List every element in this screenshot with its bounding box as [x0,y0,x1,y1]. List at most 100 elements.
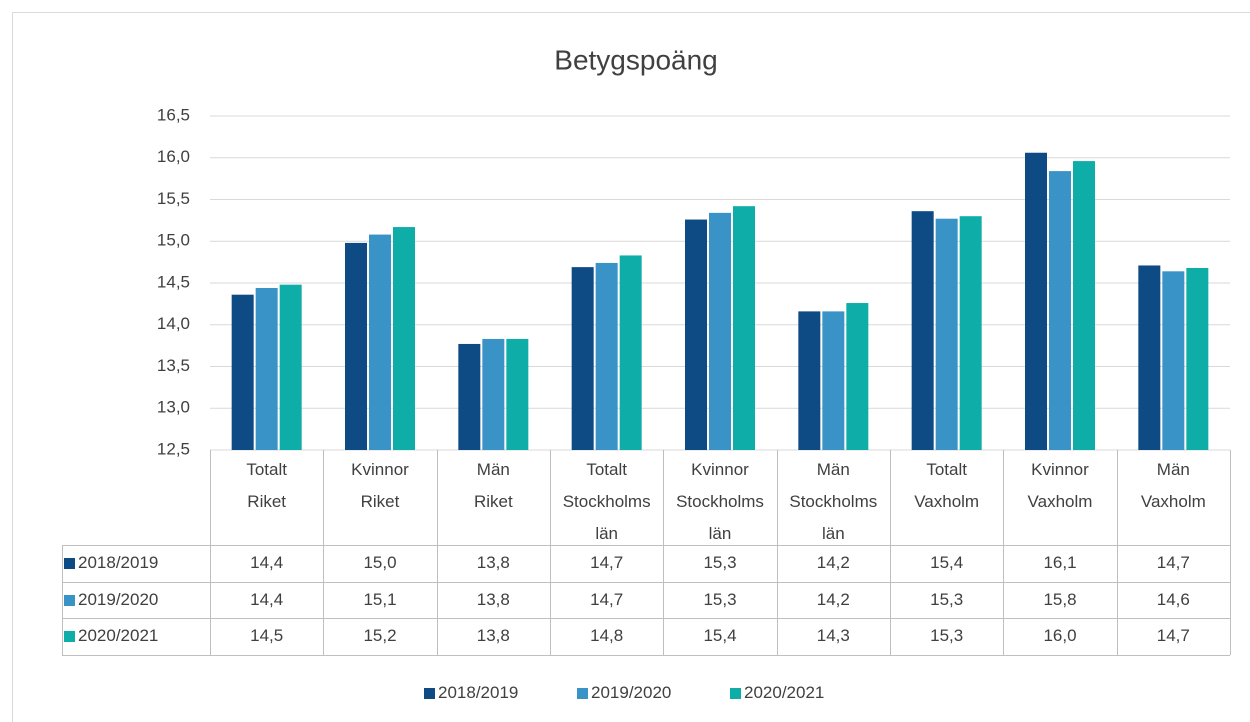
table-line [62,545,1230,546]
table-line [62,618,1230,619]
bar [279,284,302,450]
legend-key [64,595,75,606]
y-tick-label: 14,5 [157,272,190,291]
bar [911,211,934,450]
x-tick-label: Män Stockholms län [789,460,878,543]
data-label: 13,8 [476,553,510,572]
data-label: 16,0 [1043,626,1077,645]
legend-key [64,631,75,642]
data-label: 15,1 [363,590,397,609]
bar [1186,267,1209,450]
bar [1138,265,1161,450]
y-tick-label: 13,0 [157,398,190,417]
category-cell: Totalt Stockholms län [550,450,663,545]
bar [1025,152,1047,451]
table-line [1116,450,1118,655]
bar [595,262,618,450]
table-line [62,582,1230,583]
x-tick-label: Kvinnor Vaxholm [1027,460,1093,511]
table-line [550,450,551,655]
data-label: 14,8 [590,626,624,645]
bar [935,218,958,450]
x-tick-label: Kvinnor Stockholms län [676,460,764,543]
x-tick-label: Totalt Stockholms län [562,460,651,543]
category-cell: Män Stockholms län [777,450,890,545]
y-tick-label: 15,5 [157,189,190,208]
bar [798,311,821,450]
data-label: 15,4 [703,626,737,645]
table-line [62,655,1230,656]
x-tick-label: Kvinnor Riket [351,460,409,511]
data-label: 14,5 [250,626,284,645]
legend-label: 2018/2019 [78,553,159,572]
data-label: 15,3 [703,553,737,572]
data-label: 14,7 [1156,553,1190,572]
bar [458,343,481,450]
table-line [210,450,211,655]
y-tick-label: 13,5 [157,356,190,375]
x-tick-label: Totalt Vaxholm [914,460,980,511]
bar [846,303,869,450]
table-line [663,450,665,655]
table-legend-cell: 2019/2020 [64,582,210,618]
data-label: 13,8 [476,590,510,609]
legend-key [577,688,588,699]
category-cell: Totalt Vaxholm [890,450,1003,545]
data-label: 14,4 [250,553,284,572]
data-label: 14,3 [816,626,850,645]
legend-label: 2018/2019 [438,683,519,702]
legend-item: 2019/2020 [577,681,671,705]
legend-item: 2018/2019 [424,681,518,705]
data-label: 16,1 [1043,553,1077,572]
data-label: 15,4 [930,553,964,572]
bar [1049,171,1071,451]
bar [231,294,254,450]
legend-label: 2019/2020 [78,590,159,609]
bar [1073,161,1095,450]
data-label: 15,3 [930,590,964,609]
table-line [323,450,325,655]
data-label: 14,7 [590,590,624,609]
data-label: 15,2 [363,626,397,645]
table-legend-cell: 2020/2021 [64,618,210,655]
bar [506,338,529,450]
y-tick-label: 15,0 [157,231,190,250]
bar [345,242,367,450]
data-label: 14,7 [1156,626,1190,645]
data-label: 15,3 [930,626,964,645]
data-label: 15,8 [1043,590,1077,609]
bar [733,206,755,450]
table-legend-cell: 2018/2019 [64,545,210,582]
y-tick-label: 14,0 [157,314,190,333]
data-label: 14,4 [250,590,284,609]
bar [619,255,642,450]
legend-label: 2019/2020 [591,683,672,702]
bar [959,216,982,450]
table-line [436,450,438,655]
data-label: 14,2 [816,590,850,609]
legend-key [64,558,75,569]
category-cell: Män Riket [437,450,550,545]
y-tick-label: 16,5 [157,105,190,124]
category-cell: Kvinnor Riket [323,450,436,545]
chart-frame [12,12,1250,722]
bar [1162,271,1185,450]
table-line [890,450,891,655]
table-line [1003,450,1005,655]
x-tick-label: Totalt Riket [246,460,287,511]
data-label: 14,7 [590,553,624,572]
category-cell: Kvinnor Stockholms län [663,450,776,545]
table-line [1230,450,1231,655]
bar [685,219,707,450]
chart-title: Betygspoäng [554,44,717,75]
data-label: 15,0 [363,553,397,572]
data-label: 14,2 [816,553,850,572]
table-line [62,545,63,655]
legend-label: 2020/2021 [78,626,159,645]
y-tick-label: 16,0 [157,147,190,166]
x-tick-label: Män Riket [473,460,513,511]
category-cell: Män Vaxholm [1117,450,1230,545]
legend-key [730,688,741,699]
